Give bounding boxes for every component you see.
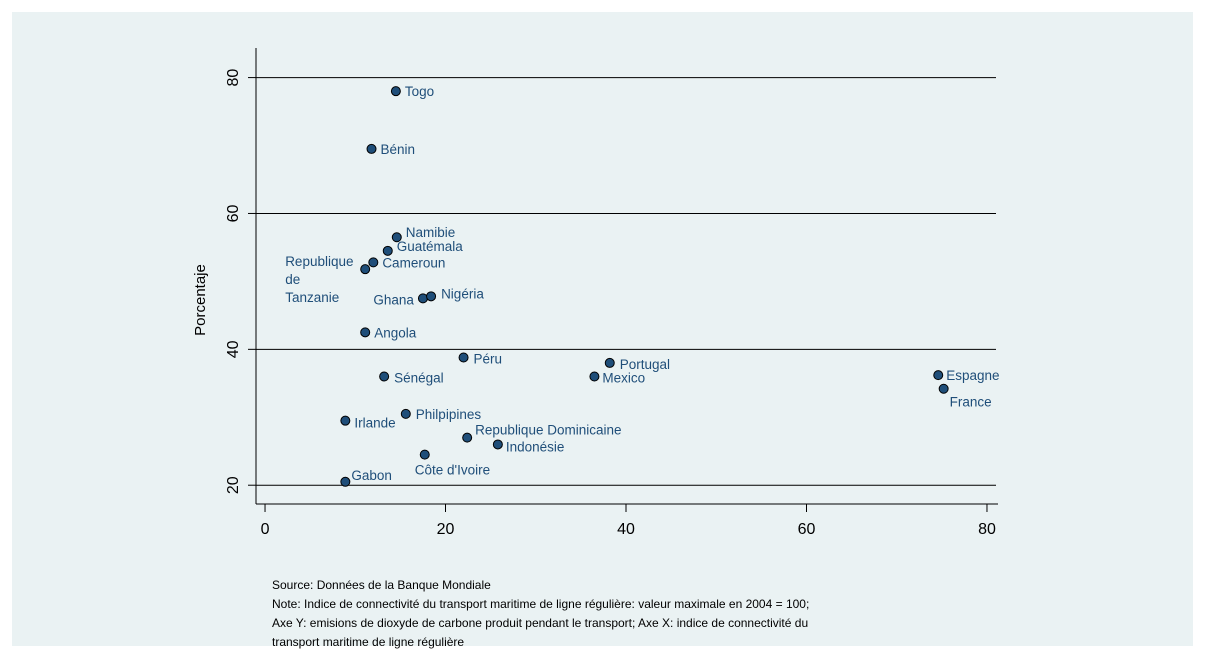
data-point (458, 352, 469, 363)
data-point (390, 86, 401, 97)
data-point (589, 371, 600, 382)
y-tick-label: 20 (225, 476, 242, 494)
point-label: Philpipines (416, 407, 482, 422)
point-label: France (950, 395, 992, 410)
y-axis-title: Porcentaje (192, 264, 209, 336)
x-tick-label: 80 (978, 521, 996, 538)
note-line-1: Note: Indice de connectivité du transpor… (272, 597, 810, 611)
source-note: Source: Données de la Banque Mondiale (272, 578, 491, 592)
point-label: Namibie (406, 225, 456, 240)
note-line-2: Axe Y: emisions de dioxyde de carbone pr… (272, 616, 809, 630)
point-label: Irlande (354, 416, 395, 431)
point-label: Gabon (351, 468, 392, 483)
data-point (366, 143, 377, 154)
chart-notes: Source: Données de la Banque Mondiale No… (272, 576, 972, 652)
point-label: Angola (374, 325, 417, 340)
data-point (938, 383, 949, 394)
data-point (604, 357, 615, 368)
data-point (391, 232, 402, 243)
data-point (340, 415, 351, 426)
data-point (400, 408, 411, 419)
data-point (492, 439, 503, 450)
point-label: Republique Dominicaine (475, 423, 621, 438)
point-label: Mexico (602, 371, 645, 386)
point-label: Nigéria (441, 286, 484, 301)
data-point (340, 476, 351, 487)
x-tick-label: 40 (617, 521, 635, 538)
x-tick-label: 60 (798, 521, 816, 538)
data-point (933, 370, 944, 381)
data-point (360, 327, 371, 338)
tick-labels: 20 40 60 80 0 20 40 60 80 (225, 69, 996, 538)
point-label: Togo (405, 84, 434, 99)
point-label: Republique de Tanzanie (285, 254, 353, 305)
point-label: Bénin (381, 142, 416, 157)
point-label-line: de (285, 272, 300, 287)
x-tick-label: 0 (261, 521, 270, 538)
data-point (462, 432, 473, 443)
note-line-3: transport maritime de ligne régulière (272, 635, 465, 649)
y-tick-label: 60 (225, 204, 242, 222)
point-label: Péru (474, 351, 503, 366)
data-point (419, 449, 430, 460)
data-point (360, 264, 371, 275)
y-tick-label: 80 (225, 69, 242, 87)
chart-frame: 20 40 60 80 0 20 40 60 80 Porcentaje Togo Bénin Na… (12, 12, 1193, 649)
data-point (417, 293, 428, 304)
point-label: Ghana (373, 292, 414, 307)
point-label: Cameroun (382, 255, 445, 270)
point-label: Espagne (946, 368, 999, 383)
scatter-chart: 20 40 60 80 0 20 40 60 80 Porcentaje Togo Bénin Na… (192, 48, 1000, 538)
y-tick-label: 40 (225, 340, 242, 358)
point-label-line: Tanzanie (285, 290, 339, 305)
data-point (379, 371, 390, 382)
point-label: Côte d'Ivoire (415, 463, 490, 478)
x-tick-label: 20 (437, 521, 455, 538)
point-label: Guatémala (397, 239, 464, 254)
point-label-line: Republique (285, 254, 353, 269)
point-label: Sénégal (394, 371, 444, 386)
point-label: Portugal (620, 357, 670, 372)
gridlines (256, 77, 996, 486)
data-point (426, 291, 437, 302)
data-point (368, 257, 379, 268)
point-label: Indonésie (506, 439, 565, 454)
axes (248, 48, 998, 512)
data-point (382, 245, 393, 256)
data-points (340, 86, 949, 487)
